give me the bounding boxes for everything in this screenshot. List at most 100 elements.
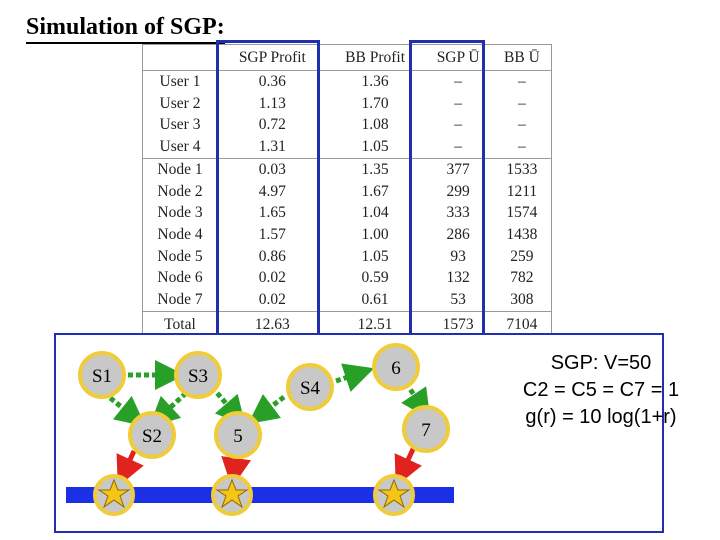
table-cell: 0.61 bbox=[361, 291, 389, 309]
node-5-label: 5 bbox=[233, 426, 243, 447]
node-6: 6 bbox=[372, 343, 420, 391]
node-s4-label: S4 bbox=[300, 378, 321, 399]
node-s1-label: S1 bbox=[92, 366, 112, 387]
header-cell: BB Profit bbox=[326, 44, 424, 71]
row-label: User 4 bbox=[142, 136, 218, 159]
table-cell: 1.36 bbox=[361, 73, 389, 90]
table-cell: 1574 bbox=[506, 204, 538, 222]
table-cell: 308 bbox=[510, 291, 534, 309]
table-cell: 1.04 bbox=[361, 204, 389, 222]
link-s2-star1 bbox=[116, 449, 144, 487]
table-cell: 1.13 bbox=[258, 94, 286, 112]
table-cell: 4.97 bbox=[258, 182, 286, 200]
table-cell: 0.03 bbox=[217, 157, 327, 181]
table-cell: 1438 bbox=[506, 225, 538, 243]
table-cell: 299 bbox=[446, 182, 470, 200]
node-5: 5 bbox=[214, 411, 262, 459]
param-line: g(r) = 10 log(1+r) bbox=[525, 406, 677, 428]
parameters-text: SGP: V=50 C2 = C5 = C7 = 1 g(r) = 10 log… bbox=[486, 350, 716, 431]
table-row: User 4 1.31 1.05 – – bbox=[142, 136, 552, 159]
table-cell: – bbox=[518, 138, 526, 156]
table-cell: – bbox=[454, 94, 463, 112]
node-s2: S2 bbox=[128, 411, 176, 459]
node-s1: S1 bbox=[78, 351, 126, 399]
bus-line bbox=[66, 487, 454, 503]
table-row: Node 6 0.02 0.59 132 782 bbox=[142, 267, 552, 290]
table-cell: 1211 bbox=[506, 182, 538, 200]
table-cell: 286 bbox=[446, 225, 470, 243]
star-node-2 bbox=[211, 474, 253, 516]
sgp-profit-highlight bbox=[216, 40, 320, 337]
star-node-3 bbox=[373, 474, 415, 516]
star-icon bbox=[97, 478, 131, 509]
table-row: Node 5 0.86 1.05 93 259 bbox=[142, 245, 552, 268]
table-cell: 782 bbox=[510, 269, 534, 287]
table-cell: 0.59 bbox=[361, 269, 389, 287]
results-table-wrap: SGP Profit BB Profit SGP Ū BB Ū User 1 0.… bbox=[142, 44, 552, 339]
table-row: User 1 0.36 1.36 – – bbox=[142, 70, 552, 93]
table-cell: 1.08 bbox=[361, 116, 389, 134]
table-cell: 1.05 bbox=[361, 247, 389, 265]
table-cell: 377 bbox=[423, 157, 493, 181]
table-header-row: SGP Profit BB Profit SGP Ū BB Ū bbox=[142, 44, 552, 71]
table-cell: – bbox=[518, 116, 526, 134]
table-row: Node 3 1.65 1.04 333 1574 bbox=[142, 202, 552, 224]
table-cell: 0.72 bbox=[258, 116, 286, 134]
star-node-1 bbox=[93, 474, 135, 516]
table-cell: – bbox=[518, 94, 526, 112]
param-line: SGP: V=50 bbox=[550, 352, 652, 374]
param-line: C2 = C5 = C7 = 1 bbox=[522, 379, 680, 401]
table-cell: 0.86 bbox=[258, 247, 286, 265]
sgp-u-highlight bbox=[409, 40, 485, 337]
table-cell: 0.02 bbox=[258, 269, 286, 287]
link-s1-s2 bbox=[102, 391, 146, 427]
results-table: SGP Profit BB Profit SGP Ū BB Ū User 1 0.… bbox=[142, 44, 552, 339]
table-cell: 0.02 bbox=[258, 291, 286, 309]
row-label: Node 1 bbox=[142, 157, 218, 181]
link-s4-6 bbox=[335, 363, 375, 392]
row-label: Node 4 bbox=[142, 223, 218, 246]
table-row: User 3 0.72 1.08 – – bbox=[142, 114, 552, 137]
star-icon bbox=[377, 478, 411, 509]
row-label: User 2 bbox=[142, 92, 218, 115]
star-icon bbox=[215, 478, 249, 509]
table-cell: 0.36 bbox=[258, 73, 286, 90]
node-s2-label: S2 bbox=[142, 426, 162, 447]
table-cell: 1.31 bbox=[258, 138, 286, 156]
table-row: Node 4 1.57 1.00 286 1438 bbox=[142, 223, 552, 246]
network-diagram: S1 S2 S3 5 S4 6 7 bbox=[54, 333, 664, 533]
red-links bbox=[116, 445, 422, 488]
table-cell: 93 bbox=[450, 247, 466, 265]
row-label: Node 2 bbox=[142, 180, 218, 203]
header-cell bbox=[142, 44, 218, 71]
node-s3-label: S3 bbox=[188, 366, 208, 387]
link-s3-s2 bbox=[148, 391, 188, 428]
table-cell: 1.57 bbox=[258, 225, 286, 243]
table-cell: – bbox=[454, 138, 463, 156]
table-cell: 333 bbox=[446, 204, 470, 222]
header-cell: BB Ū bbox=[492, 44, 552, 71]
table-row: Node 7 0.02 0.61 53 308 bbox=[142, 289, 552, 312]
table-cell: 1.05 bbox=[361, 138, 389, 156]
row-label: Node 6 bbox=[142, 267, 218, 290]
table-cell: 1.65 bbox=[258, 204, 286, 222]
row-label: Node 5 bbox=[142, 245, 218, 268]
link-5-star2 bbox=[221, 456, 251, 488]
table-cell: 1.70 bbox=[361, 94, 389, 112]
header-cell: SGP Ū bbox=[423, 44, 493, 71]
node-7: 7 bbox=[402, 405, 450, 453]
table-cell: 1533 bbox=[492, 157, 552, 181]
header-cell: SGP Profit bbox=[217, 44, 327, 71]
link-s4-5 bbox=[248, 394, 286, 424]
table-cell: – bbox=[454, 73, 463, 90]
row-label: Node 3 bbox=[142, 202, 218, 224]
table-cell: 259 bbox=[510, 247, 534, 265]
row-label: User 1 bbox=[142, 70, 218, 93]
table-cell: 1.35 bbox=[326, 157, 424, 181]
node-7-label: 7 bbox=[421, 420, 431, 441]
row-label: User 3 bbox=[142, 114, 218, 137]
table-row: Node 2 4.97 1.67 299 1211 bbox=[142, 180, 552, 203]
network-svg: S1 S2 S3 5 S4 6 7 bbox=[66, 343, 454, 516]
table-cell: 1.67 bbox=[361, 182, 389, 200]
table-cell: 132 bbox=[446, 269, 470, 287]
